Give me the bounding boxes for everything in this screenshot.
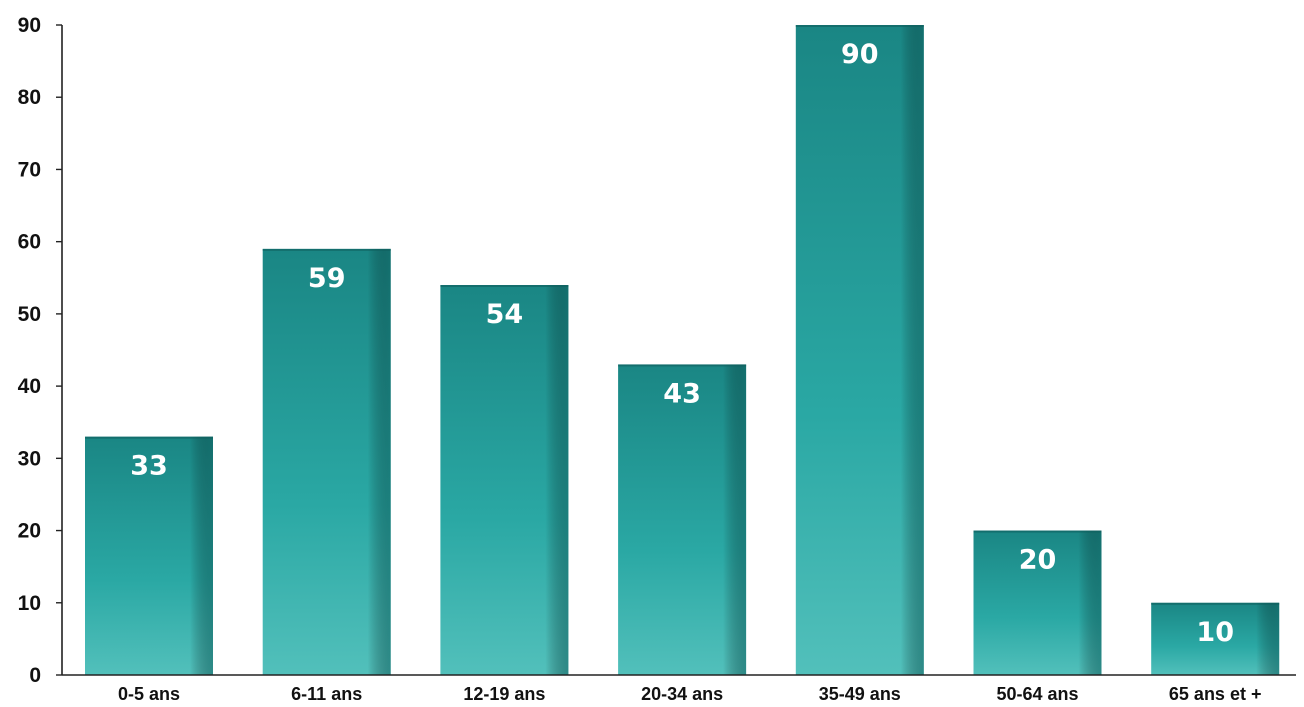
- y-tick-label: 30: [18, 447, 41, 470]
- bar-top-edge: [795, 25, 924, 27]
- bar-shade: [795, 25, 924, 675]
- bar-shade: [973, 530, 1102, 675]
- x-tick-label: 50-64 ans: [996, 684, 1078, 704]
- bar-group: [973, 530, 1102, 675]
- y-tick-label: 40: [18, 375, 41, 398]
- data-label: 20: [1019, 545, 1057, 576]
- data-label: 90: [841, 39, 879, 70]
- y-tick-label: 0: [29, 664, 41, 687]
- axes-layer: 0-5 ans 6-11 ans 12-19 ans 20-34 ans 35-49 a…: [18, 14, 1296, 704]
- x-tick-label: 65 ans et +: [1169, 684, 1262, 704]
- bars-layer: [85, 25, 1280, 675]
- y-tick-label: 90: [18, 14, 41, 37]
- bar-group: [618, 364, 747, 675]
- bar-top-edge: [440, 285, 569, 287]
- bar-shade: [618, 364, 747, 675]
- bar-shade: [1151, 602, 1280, 675]
- bar-group: [85, 436, 213, 675]
- data-label: 43: [663, 378, 701, 409]
- bar-group: [262, 248, 391, 675]
- bar-shade: [440, 285, 569, 675]
- bar-group: [795, 25, 924, 675]
- x-tick-label: 35-49 ans: [819, 684, 901, 704]
- bar-shade: [262, 248, 391, 675]
- bar-top-edge: [973, 530, 1102, 533]
- y-tick-label: 60: [18, 231, 41, 254]
- x-tick-label: 6-11 ans: [291, 684, 362, 704]
- bar-group: [1151, 602, 1280, 675]
- bar-top-edge: [85, 436, 213, 439]
- x-tick-label: 0-5 ans: [118, 684, 180, 704]
- x-tick-label: 20-34 ans: [641, 684, 723, 704]
- bar-shade: [85, 436, 213, 675]
- y-tick-label: 70: [18, 158, 41, 181]
- bar-top-edge: [262, 248, 391, 251]
- bar-top-edge: [1151, 602, 1280, 605]
- x-tick-label: 12-19 ans: [463, 684, 545, 704]
- y-tick-label: 80: [18, 86, 41, 109]
- y-tick-label: 20: [18, 520, 41, 543]
- y-tick-label: 10: [18, 592, 41, 615]
- data-label: 10: [1196, 617, 1234, 648]
- data-label: 33: [130, 451, 168, 482]
- y-tick-label: 50: [18, 303, 41, 326]
- data-labels-layer: 33 59 54 43 90 20 10: [130, 39, 1234, 648]
- data-label: 54: [486, 299, 524, 330]
- bar-group: [440, 285, 569, 675]
- data-label: 59: [308, 263, 346, 294]
- bar-top-edge: [618, 364, 747, 367]
